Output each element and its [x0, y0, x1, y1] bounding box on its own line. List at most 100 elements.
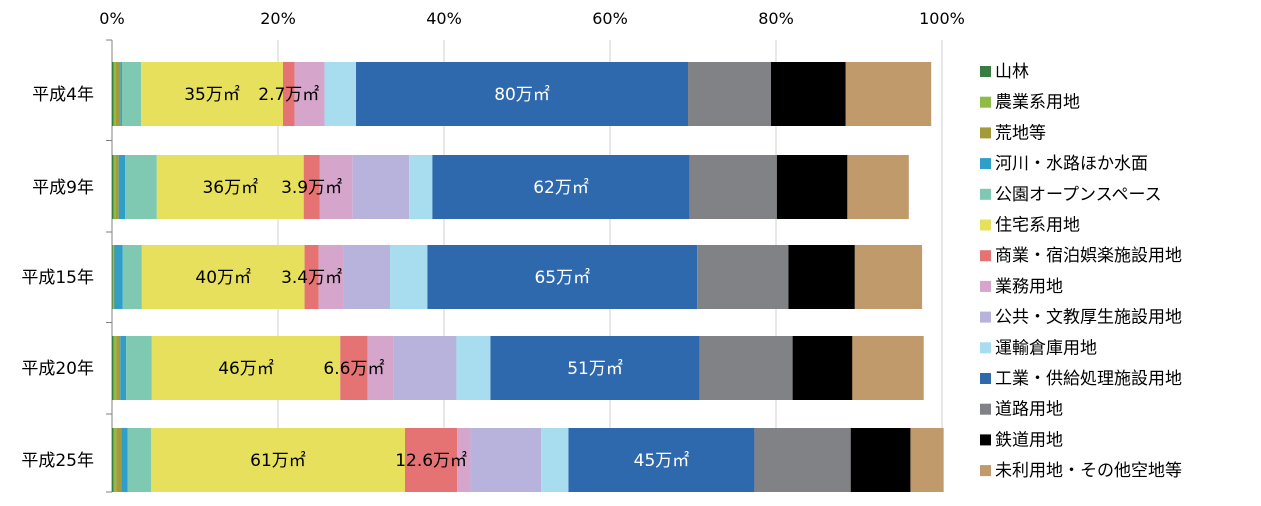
bar-segment — [788, 245, 855, 309]
bar-row — [112, 155, 909, 219]
bar-segment — [393, 336, 457, 400]
legend-item: 運輸倉庫用地 — [980, 338, 1097, 358]
bar-segment — [792, 336, 853, 400]
bar-row — [112, 62, 932, 126]
x-tick-label: 80% — [758, 9, 794, 28]
legend-swatch — [980, 219, 991, 231]
data-label: 46万㎡ — [218, 359, 274, 379]
bar-segment — [120, 336, 127, 400]
x-tick-label: 100% — [919, 9, 965, 28]
bar-segment — [343, 245, 391, 309]
data-label: 45万㎡ — [634, 451, 690, 471]
bar-segment — [113, 336, 117, 400]
legend-swatch — [980, 188, 991, 200]
category-label: 平成9年 — [32, 178, 94, 198]
legend-item: 鉄道用地 — [980, 430, 1063, 450]
bar-segment — [282, 62, 295, 126]
legend: 山林農業系用地荒地等河川・水路ほか水面公園オープンスペース住宅系用地商業・宿泊娯… — [980, 62, 1182, 481]
bar-segment — [771, 62, 846, 126]
bar-segment — [688, 62, 772, 126]
bar-segment — [457, 428, 471, 492]
bar-segment — [112, 155, 114, 219]
bar-segment — [113, 62, 116, 126]
data-label: 80万㎡ — [494, 85, 550, 105]
bar-segment — [854, 245, 923, 309]
legend-item: 住宅系用地 — [980, 216, 1080, 236]
bar-segment — [568, 428, 755, 492]
legend-item: 公共・文教厚生施設用地 — [980, 308, 1182, 328]
bar-segment — [404, 428, 458, 492]
bar-segment — [352, 155, 410, 219]
bar-segment — [845, 62, 932, 126]
bar-segment — [115, 62, 121, 126]
legend-item: 河川・水路ほか水面 — [980, 154, 1148, 174]
legend-label: 住宅系用地 — [995, 216, 1080, 236]
category-label: 平成15年 — [21, 268, 94, 288]
legend-swatch — [980, 127, 991, 139]
x-axis-tick-labels: 0% 20% 40% 60% 80% 100% — [99, 9, 965, 28]
legend-label: 運輸倉庫用地 — [995, 338, 1097, 358]
bar-segment — [754, 428, 851, 492]
bar-segment — [114, 245, 123, 309]
legend-label: 山林 — [995, 62, 1029, 82]
bar-segment — [126, 336, 152, 400]
bar-segment — [121, 428, 128, 492]
bar-segment — [409, 155, 433, 219]
legend-item: 農業系用地 — [980, 93, 1080, 113]
bar-segment — [113, 155, 116, 219]
bar-segment — [367, 336, 394, 400]
bars — [112, 62, 944, 492]
legend-label: 業務用地 — [995, 277, 1063, 297]
legend-item: 道路用地 — [980, 400, 1063, 420]
data-label: 61万㎡ — [250, 451, 306, 471]
bar-segment — [689, 155, 777, 219]
bar-segment — [390, 245, 428, 309]
data-label: 3.4万㎡ — [281, 268, 342, 288]
legend-swatch — [980, 465, 991, 477]
bar-segment — [432, 155, 690, 219]
bar-segment — [490, 336, 700, 400]
data-label: 3.9万㎡ — [281, 178, 342, 198]
data-label: 36万㎡ — [202, 178, 258, 198]
bar-segment — [112, 428, 114, 492]
x-tick-label: 20% — [260, 9, 296, 28]
legend-item: 未利用地・その他空地等 — [980, 461, 1182, 481]
legend-label: 工業・供給処理施設用地 — [995, 369, 1182, 389]
data-label: 51万㎡ — [567, 359, 623, 379]
legend-swatch — [980, 158, 991, 170]
legend-label: 公共・文教厚生施設用地 — [995, 308, 1182, 328]
bar-segment — [850, 428, 911, 492]
bar-segment — [776, 155, 848, 219]
category-label: 平成20年 — [21, 359, 94, 379]
legend-swatch — [980, 311, 991, 323]
bar-segment — [113, 428, 117, 492]
bar-segment — [910, 428, 944, 492]
bar-segment — [113, 245, 115, 309]
bar-segment — [541, 428, 569, 492]
legend-label: 農業系用地 — [995, 93, 1080, 113]
legend-swatch — [980, 373, 991, 384]
bar-segment — [121, 62, 142, 126]
bar-segment — [112, 336, 114, 400]
bar-segment — [699, 336, 793, 400]
bar-segment — [470, 428, 542, 492]
legend-item: 商業・宿泊娯楽施設用地 — [980, 246, 1182, 266]
category-label: 平成4年 — [32, 85, 94, 105]
bar-row — [112, 428, 944, 492]
legend-item: 工業・供給処理施設用地 — [980, 369, 1182, 389]
category-label: 平成25年 — [21, 451, 94, 471]
data-label: 6.6万㎡ — [323, 359, 384, 379]
legend-label: 公園オープンスペース — [995, 185, 1162, 205]
legend-swatch — [980, 250, 991, 262]
legend-label: 商業・宿泊娯楽施設用地 — [995, 246, 1182, 266]
data-label: 35万㎡ — [184, 85, 240, 105]
bar-segment — [304, 245, 319, 309]
data-label: 12.6万㎡ — [395, 451, 467, 471]
bar-segment — [294, 62, 325, 126]
bar-row — [112, 245, 923, 309]
x-tick-label: 0% — [99, 9, 124, 28]
bar-segment — [115, 155, 119, 219]
bar-segment — [116, 428, 122, 492]
